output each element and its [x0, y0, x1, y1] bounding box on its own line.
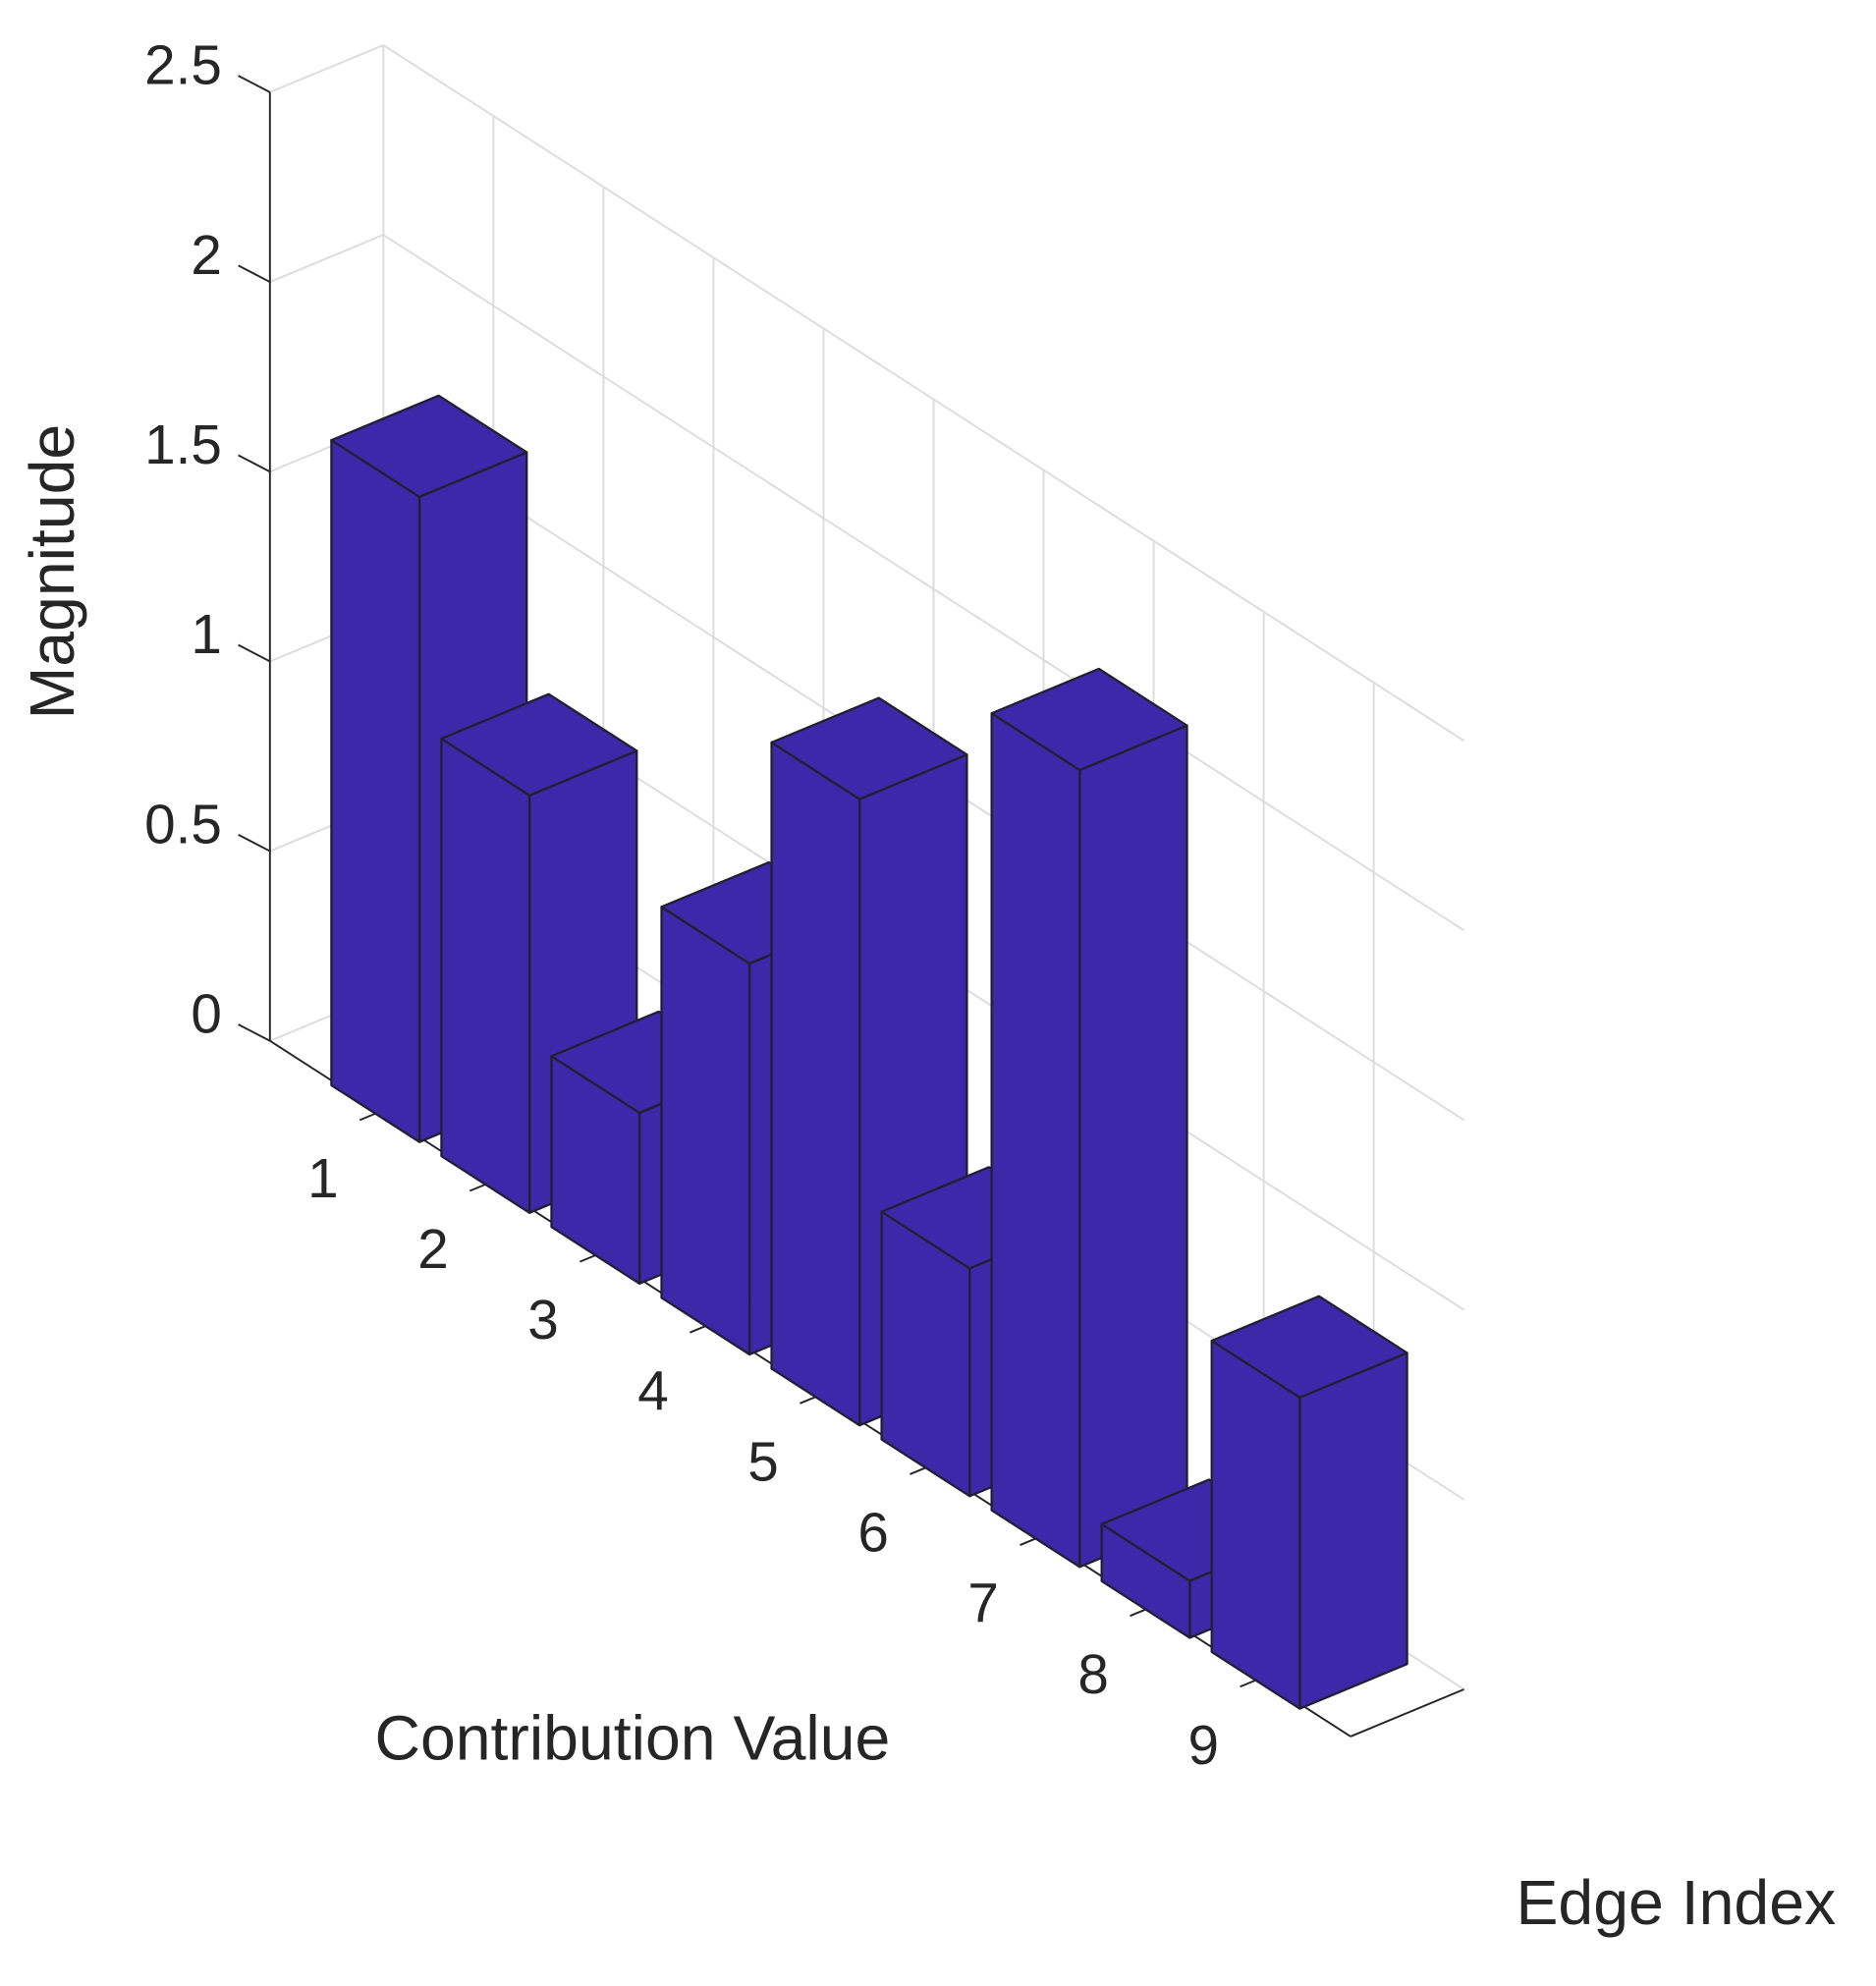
- grid-line: [269, 234, 384, 283]
- bar-right-face: [1298, 1352, 1408, 1710]
- x-tick-label: 6: [857, 1503, 889, 1565]
- bar-front-face: [330, 438, 421, 1143]
- z-tick-label: 0: [191, 984, 222, 1046]
- z-tick-label: 0.5: [144, 794, 222, 855]
- z-tick: [238, 643, 271, 663]
- bar-top-face: [990, 667, 1188, 772]
- bar-right-face: [1078, 724, 1188, 1569]
- z-tick: [238, 75, 271, 93]
- bar-front-face: [440, 737, 531, 1214]
- grid-line: [382, 44, 1465, 742]
- x-tick-label: 2: [417, 1219, 449, 1281]
- grid-line: [269, 44, 384, 93]
- x-tick-label: 8: [1077, 1644, 1109, 1706]
- z-axis-label: Magnitude: [17, 424, 87, 720]
- bar-front-face: [770, 741, 861, 1427]
- z-tick: [238, 833, 271, 853]
- z-tick-label: 2: [191, 225, 222, 287]
- bar-top-face: [770, 696, 968, 800]
- z-tick: [238, 1023, 271, 1042]
- bar-top-face: [440, 692, 638, 797]
- x-tick-label: 5: [747, 1431, 779, 1493]
- x-tick-label: 4: [637, 1360, 669, 1422]
- bar-top-face: [1210, 1295, 1408, 1399]
- z-tick: [238, 264, 271, 283]
- bar-front-face: [660, 906, 751, 1356]
- x-tick-label: 7: [967, 1573, 999, 1635]
- bar-front-face: [990, 712, 1081, 1569]
- bar-top-face: [330, 394, 528, 499]
- x-axis-label: Contribution Value: [374, 1703, 890, 1774]
- plot: Magnitude Contribution Value Edge Index …: [17, 35, 1836, 1938]
- z-tick-label: 2.5: [144, 35, 222, 97]
- bar-front-face: [1210, 1339, 1301, 1710]
- x-tick-label: 9: [1187, 1715, 1219, 1777]
- y-axis: [1350, 1688, 1464, 1738]
- x-tick-label: 1: [307, 1148, 339, 1210]
- x-tick-label: 3: [527, 1290, 559, 1352]
- y-axis-label: Edge Index: [1516, 1867, 1836, 1938]
- z-tick-label: 1.5: [144, 414, 222, 476]
- grid-line: [382, 234, 1465, 932]
- z-tick-label: 1: [191, 604, 222, 666]
- z-tick: [238, 454, 271, 473]
